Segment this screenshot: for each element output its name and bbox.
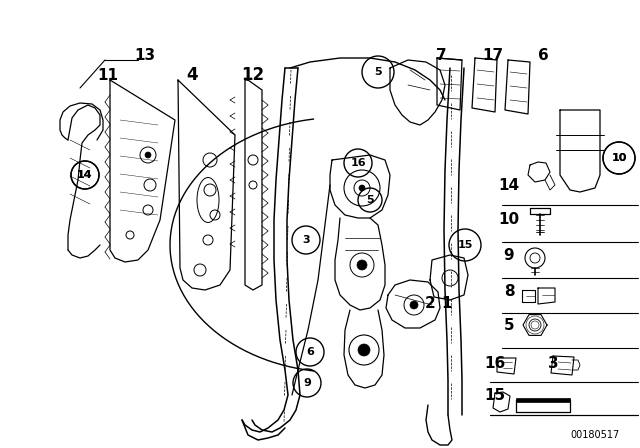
Bar <box>516 398 570 402</box>
Circle shape <box>357 260 367 270</box>
Text: 16: 16 <box>350 158 366 168</box>
Text: 14: 14 <box>77 170 93 180</box>
Text: 00180517: 00180517 <box>571 430 620 440</box>
Text: 1: 1 <box>442 296 452 310</box>
Text: 5: 5 <box>366 195 374 205</box>
Text: 17: 17 <box>483 47 504 63</box>
Text: 9: 9 <box>504 249 515 263</box>
Text: 13: 13 <box>134 47 156 63</box>
Text: 15: 15 <box>458 240 473 250</box>
Circle shape <box>358 344 370 356</box>
Circle shape <box>359 185 365 191</box>
Circle shape <box>145 152 151 158</box>
Text: 10: 10 <box>611 153 627 163</box>
Text: 2: 2 <box>424 296 435 310</box>
Text: 5: 5 <box>374 67 382 77</box>
Text: 4: 4 <box>186 66 198 84</box>
Text: 16: 16 <box>484 356 506 370</box>
Text: 8: 8 <box>504 284 515 300</box>
Text: 6: 6 <box>306 347 314 357</box>
Text: 5: 5 <box>504 319 515 333</box>
Text: 10: 10 <box>499 212 520 228</box>
Text: 12: 12 <box>241 66 264 84</box>
Text: 3: 3 <box>302 235 310 245</box>
Text: 14: 14 <box>499 177 520 193</box>
Circle shape <box>410 301 418 309</box>
Text: 9: 9 <box>303 378 311 388</box>
Text: 6: 6 <box>538 47 548 63</box>
Text: 10: 10 <box>611 153 627 163</box>
Text: 11: 11 <box>97 68 118 82</box>
Text: 3: 3 <box>548 356 558 370</box>
Text: 14: 14 <box>77 170 93 180</box>
Text: 15: 15 <box>484 388 506 402</box>
Text: 7: 7 <box>436 47 446 63</box>
